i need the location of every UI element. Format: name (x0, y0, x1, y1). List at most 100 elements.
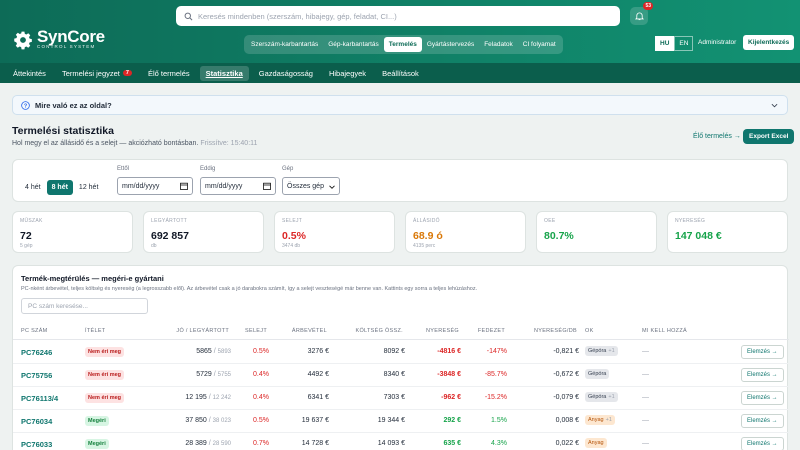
tab-label: Statisztika (205, 68, 243, 78)
kpi-card-muszak: MŰSZAK 72 5 gép (12, 211, 133, 253)
module-szerszam-karbantartas[interactable]: Szerszám-karbantartás (251, 41, 319, 48)
pc-number-link[interactable]: PC76246 (21, 348, 53, 357)
analyze-button[interactable]: Elemzés → (741, 391, 784, 405)
tab-label: Beállítások (382, 68, 419, 78)
machine-select-value: Összes gép (287, 182, 324, 190)
profit-value: 292 € (443, 417, 461, 424)
kpi-label: LEGYÁRTOTT (151, 218, 188, 224)
period-4-het-button[interactable]: 4 hét (25, 184, 41, 191)
tab-elo-termeles[interactable]: Élő termelés (142, 66, 196, 81)
module-termeles[interactable]: Termelés (383, 37, 422, 52)
table-subtitle: PC-nként árbevétel, teljes költség és ny… (21, 286, 478, 292)
reason-extra-count: +1 (608, 348, 615, 354)
kpi-card-nyereseg: NYERESÉG 147 048 € (667, 211, 788, 253)
export-excel-button[interactable]: Export Excel (743, 129, 795, 144)
notifications-button[interactable]: 53 (630, 2, 653, 25)
table-row[interactable]: PC75756 Nem éri meg 5729 / 5755 0.4% 4492 € 8… (13, 364, 789, 387)
kpi-value: 0.5% (282, 230, 306, 242)
to-date-input[interactable]: mm/dd/yyyy (200, 177, 276, 195)
pc-number-link[interactable]: PC76113/4 (21, 394, 59, 403)
bell-icon (634, 11, 644, 20)
kpi-card-oee: OEE 80.7% (536, 211, 657, 253)
good-count: 5865 (196, 348, 212, 355)
period-8-het-button[interactable]: 8 hét (46, 180, 73, 195)
good-made-cell: 28 389 / 28 590 (185, 440, 231, 447)
help-accordion[interactable]: ? Mire való ez az oldal? (12, 95, 788, 115)
app-logo[interactable]: SynCore CONTROL SYSTEM (13, 28, 105, 50)
live-production-link[interactable]: Élő termelés → (693, 133, 741, 140)
kpi-sub: db (151, 243, 157, 249)
lang-hu-button[interactable]: HU (655, 36, 675, 51)
tab-statisztika[interactable]: Statisztika (199, 65, 249, 81)
reason-badge: Anyag +1 (585, 415, 615, 425)
tab-gazdasagossag[interactable]: Gazdaságosság (253, 66, 319, 81)
kpi-value: 147 048 € (675, 230, 722, 242)
period-12-het-button[interactable]: 12 hét (78, 184, 99, 191)
scrap-rate: 0.4% (253, 394, 269, 401)
table-row[interactable]: PC76246 Nem éri meg 5865 / 5893 0.5% 3276 € 8… (13, 341, 789, 364)
column-header-nyereseg-db: NYERESÉG/DB (533, 328, 577, 334)
table-row[interactable]: PC76034 Megéri 37 850 / 38 023 0.5% 19 637 €… (13, 410, 789, 433)
column-header-itelet: ÍTÉLET (85, 328, 106, 334)
made-count: 38 023 (212, 418, 231, 424)
module-gep-karbantartas[interactable]: Gép-karbantartás (328, 41, 379, 48)
scrap-rate: 0.4% (253, 371, 269, 378)
logout-button[interactable]: Kijelentkezés (743, 35, 795, 50)
gear-logo-icon (14, 31, 32, 50)
reason-extra-count: +1 (605, 417, 612, 423)
reason-label: Gépóra (588, 371, 607, 377)
tab-hibajegyek[interactable]: Hibajegyek (323, 66, 372, 81)
from-date-input[interactable]: mm/dd/yyyy (117, 177, 193, 195)
revenue-value: 4492 € (307, 371, 329, 378)
module-ci-folyamat[interactable]: CI folyamat (522, 41, 556, 48)
reason-badge: Anyag (585, 438, 607, 448)
analyze-button[interactable]: Elemzés → (741, 437, 784, 450)
good-made-cell: 12 195 / 12 242 (185, 394, 231, 401)
kpi-card-allasido: ÁLLÁSIDŐ 68.9 ó 4135 perc (405, 211, 526, 253)
language-switch: HU EN (655, 36, 694, 51)
margin-value: -147% (486, 348, 507, 355)
cost-value: 8340 € (383, 371, 405, 378)
kpi-card-legyartott: LEGYÁRTOTT 692 857 db (143, 211, 264, 253)
machine-label: Gép (282, 166, 294, 172)
global-search-input[interactable]: Keresés mindenben (szerszám, hibajegy, g… (176, 6, 620, 26)
column-header-nyereseg: NYERESÉG (426, 328, 459, 334)
filters-card: 4 hét 8 hét 12 hét Ettől mm/dd/yyyy Eddig … (12, 159, 788, 202)
table-row[interactable]: PC76033 Megéri 28 389 / 28 590 0.7% 14 728 €… (13, 433, 789, 450)
profit-per-unit: 0,022 € (555, 440, 579, 447)
calendar-icon (263, 182, 271, 190)
profit-value: 635 € (443, 440, 461, 447)
module-gyartastervezes[interactable]: Gyártástervezés (426, 41, 475, 48)
page-subtitle-text: Hol megy el az állásidő és a selejt — ak… (12, 140, 199, 147)
pc-number-link[interactable]: PC76033 (21, 440, 53, 449)
kpi-value: 72 (20, 230, 32, 242)
kpi-label: MŰSZAK (20, 218, 43, 224)
column-header-koltseg-ossz: KÖLTSÉG ÖSSZ. (355, 328, 403, 334)
profit-per-unit: -0,821 € (553, 348, 579, 355)
revenue-value: 6341 € (307, 394, 329, 401)
pc-number-link[interactable]: PC76034 (21, 417, 53, 426)
kpi-sub: 3474 db (282, 243, 301, 249)
good-made-separator: / (211, 371, 218, 378)
revenue-value: 14 728 € (301, 440, 329, 447)
kpi-value: 80.7% (544, 230, 574, 242)
tab-beallitasok[interactable]: Beállítások (376, 66, 425, 81)
tab-label: Élő termelés (147, 68, 190, 78)
notification-count-badge: 53 (643, 2, 653, 10)
machine-select[interactable]: Összes gép (282, 177, 340, 195)
pc-number-link[interactable]: PC75756 (21, 371, 53, 380)
margin-value: -85.7% (484, 371, 507, 378)
tab-attekintes[interactable]: Áttekintés (7, 66, 52, 81)
page-title: Termelési statisztika (12, 125, 114, 137)
pc-search-input[interactable]: PC szám keresése... (21, 298, 148, 314)
column-header-pc-szam: PC SZÁM (21, 328, 48, 334)
tab-termelesi-jegyzet[interactable]: Termelési jegyzet 7 (56, 66, 138, 81)
analyze-button[interactable]: Elemzés → (741, 368, 784, 382)
analyze-button[interactable]: Elemzés → (741, 345, 784, 359)
lang-en-button[interactable]: EN (674, 36, 694, 51)
module-feladatok[interactable]: Feladatok (484, 41, 513, 48)
made-count: 5755 (217, 372, 231, 378)
from-date-placeholder: mm/dd/yyyy (122, 182, 160, 190)
table-row[interactable]: PC76113/4 Nem éri meg 12 195 / 12 242 0.4% 6… (13, 387, 789, 410)
analyze-button[interactable]: Elemzés → (741, 414, 784, 428)
